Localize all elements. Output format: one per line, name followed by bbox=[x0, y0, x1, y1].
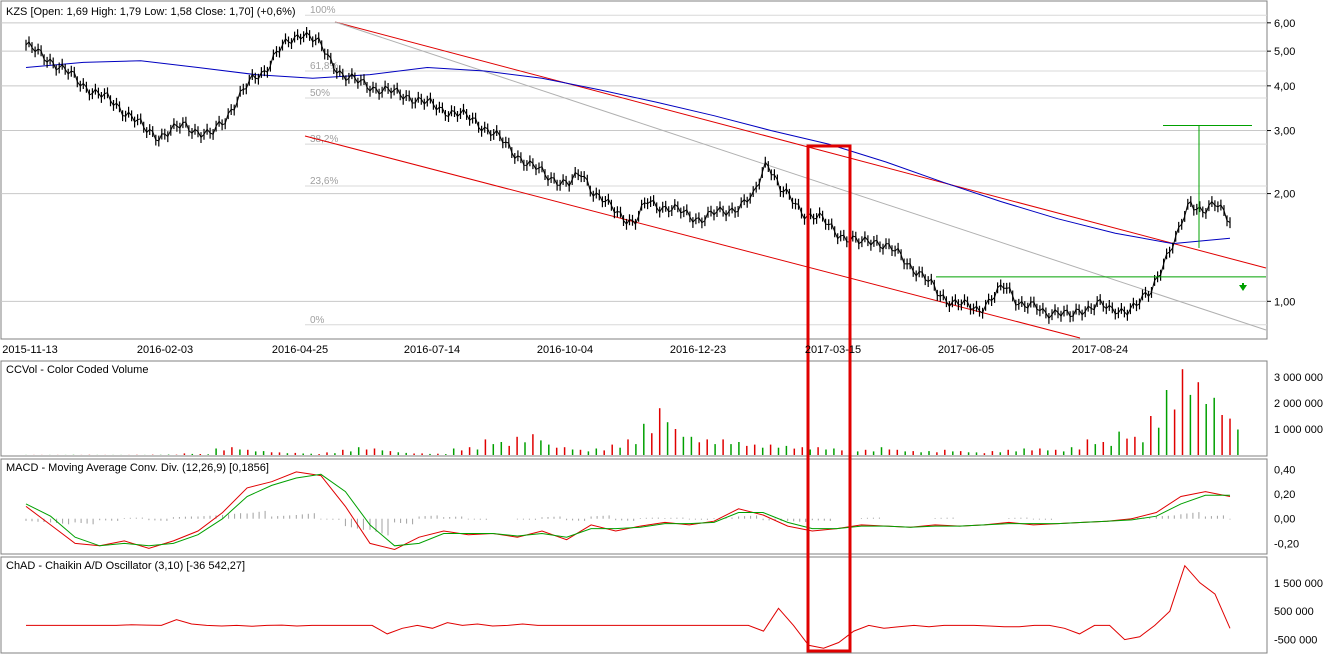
price-close-line bbox=[25, 31, 1231, 320]
date-tick-label: 2016-07-14 bbox=[404, 344, 460, 356]
macd-axis-tick-label: 0,00 bbox=[1274, 514, 1295, 526]
fib-level-label: 100% bbox=[310, 5, 336, 16]
date-tick-label: 2016-10-04 bbox=[537, 344, 593, 356]
macd-pane-title: MACD - Moving Average Conv. Div. (12,26,… bbox=[6, 462, 269, 474]
moving-average-layer bbox=[25, 60, 1231, 245]
price-layer bbox=[25, 27, 1231, 324]
price-pane-title: KZS [Open: 1,69 High: 1,79 Low: 1,58 Clo… bbox=[6, 6, 296, 18]
price-axis-tick-label: 6,00 bbox=[1274, 18, 1295, 30]
date-tick-label: 2017-06-05 bbox=[938, 344, 994, 356]
volume-axis-tick-label: 3 000 000 bbox=[1274, 372, 1323, 384]
date-tick-label: 2016-02-03 bbox=[137, 344, 193, 356]
date-tick-label: 2017-03-15 bbox=[805, 344, 861, 356]
chaikin-pane-title: ChAD - Chaikin A/D Oscillator (3,10) [-3… bbox=[6, 560, 245, 572]
price-axis-tick-label: 4,00 bbox=[1274, 81, 1295, 93]
chaikin-layer bbox=[26, 564, 1231, 649]
date-tick-label: 2015-11-13 bbox=[2, 344, 57, 356]
chaikin-axis-tick-label: 1 500 000 bbox=[1274, 578, 1323, 590]
grid-lines bbox=[1, 22, 1267, 302]
chaikin-oscillator-line bbox=[26, 564, 1231, 649]
target-arrow-up-icon bbox=[1239, 283, 1247, 291]
macd-line bbox=[25, 471, 1231, 551]
axis-tick-labels: 6,00 5,00 4,00 3,00 2,00 1,00 2015-11-13 2016-0… bbox=[2, 18, 1323, 647]
macd-signal-line bbox=[25, 473, 1230, 547]
fib-level-label: 23,6% bbox=[310, 176, 338, 187]
price-pane bbox=[0, 0, 1268, 340]
fib-level-label: 50% bbox=[310, 88, 330, 99]
moving-average-line bbox=[25, 60, 1231, 245]
price-axis-tick-label: 2,00 bbox=[1274, 189, 1295, 201]
date-tick-label: 2017-08-24 bbox=[1072, 344, 1128, 356]
fib-level-label: 38,2% bbox=[310, 134, 338, 145]
fib-level-label: 0% bbox=[310, 315, 325, 326]
price-axis-tick-label: 5,00 bbox=[1274, 46, 1295, 58]
macd-axis-tick-label: 0,20 bbox=[1274, 489, 1295, 501]
chaikin-axis-tick-label: 500 000 bbox=[1274, 606, 1314, 618]
volume-pane-title: CCVol - Color Coded Volume bbox=[6, 364, 148, 376]
highlight-box bbox=[806, 144, 852, 653]
macd-axis-tick-label: -0,20 bbox=[1274, 538, 1299, 550]
volume-axis-tick-label: 2 000 000 bbox=[1274, 398, 1323, 410]
macd-layer bbox=[25, 471, 1231, 551]
target-layer bbox=[936, 124, 1266, 291]
volume-axis-tick-label: 1 000 000 bbox=[1274, 424, 1323, 436]
macd-pane bbox=[0, 458, 1268, 555]
chaikin-pane bbox=[0, 556, 1268, 654]
fibonacci-levels: 100% 61,8% 50% 38,2% 23,6% 0% bbox=[305, 5, 1267, 326]
fib-level-label: 61,8% bbox=[310, 61, 338, 72]
channel-upper-line bbox=[334, 21, 1267, 269]
date-tick-label: 2016-12-23 bbox=[670, 344, 726, 356]
price-axis-tick-label: 1,00 bbox=[1274, 296, 1295, 308]
date-tick-label: 2016-04-25 bbox=[272, 344, 328, 356]
highlight-layer bbox=[806, 144, 852, 653]
volume-layer bbox=[25, 369, 1239, 455]
channel-mid-line bbox=[334, 21, 1267, 331]
volume-pane bbox=[0, 360, 1268, 457]
macd-axis-tick-label: 0,40 bbox=[1274, 464, 1295, 476]
price-axis-tick-label: 3,00 bbox=[1274, 126, 1295, 138]
chaikin-axis-tick-label: -500 000 bbox=[1274, 635, 1317, 647]
